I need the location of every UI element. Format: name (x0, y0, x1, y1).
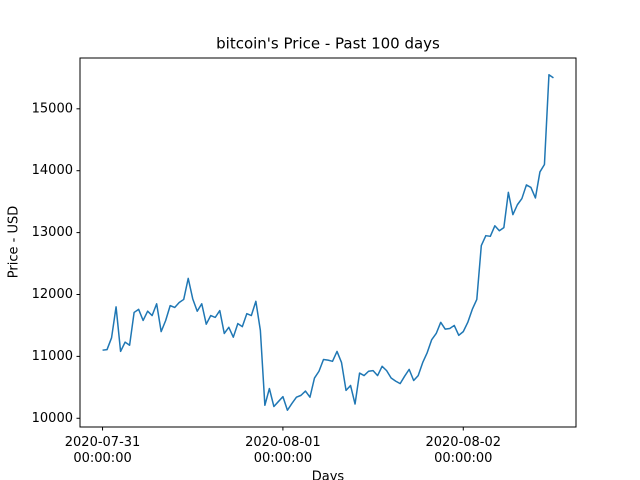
chart-title: bitcoin's Price - Past 100 days (216, 35, 440, 53)
x-axis-label: Days (312, 470, 345, 480)
plot-frame (79, 57, 577, 428)
y-tick-label: 12000 (32, 287, 73, 302)
x-tick-label: 2020-07-31 00:00:00 (65, 435, 141, 466)
y-tick-label: 10000 (32, 411, 73, 426)
y-tick-label: 15000 (32, 101, 73, 116)
x-tick-label: 2020-08-02 00:00:00 (425, 435, 501, 466)
y-axis-label: Price - USD (7, 206, 22, 278)
price-line (102, 74, 554, 411)
y-tick-label: 14000 (32, 163, 73, 178)
y-tick-label: 11000 (32, 349, 73, 364)
y-tick-label: 13000 (32, 225, 73, 240)
x-tick-label: 2020-08-01 00:00:00 (245, 435, 321, 466)
